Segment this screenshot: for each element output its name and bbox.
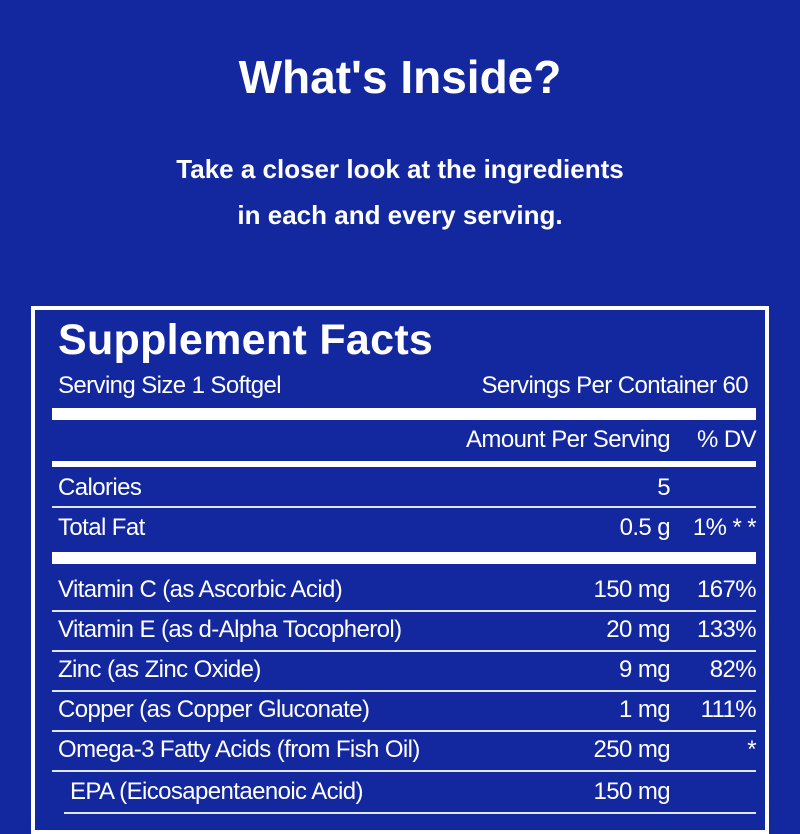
nutrient-name: Vitamin C (as Ascorbic Acid) [58,576,343,603]
nutrient-amount: 1 mg [619,696,671,723]
nutrient-amount: 9 mg [619,656,671,683]
table-row: Vitamin E (as d-Alpha Tocopherol) 20 mg … [52,610,757,652]
page-heading: What's Inside? [238,51,562,103]
table-row: EPA (Eicosapentaenoic Acid) 150 mg [64,772,756,814]
table-row: Omega-3 Fatty Acids (from Fish Oil) 250 … [52,730,757,772]
nutrient-name: Copper (as Copper Gluconate) [58,696,370,723]
nutrient-amount: 150 mg [593,778,671,805]
subheading: Take a closer look at the ingredients in… [0,146,800,238]
nutrient-name: Calories [58,474,142,501]
table-row: Zinc (as Zinc Oxide) 9 mg 82% [52,650,757,692]
nutrient-amount: 150 mg [593,576,671,603]
nutrient-name: EPA (Eicosapentaenoic Acid) [70,778,363,805]
table-row: Calories 5 [52,468,756,508]
servings-per-container: Servings Per Container 60 [481,372,749,399]
thick-divider [52,552,756,564]
table-row: Copper (as Copper Gluconate) 1 mg 111% [52,690,757,732]
nutrient-amount: 250 mg [593,736,671,763]
dv-header: % DV [697,426,757,453]
nutrient-dv: 82% [709,656,757,683]
nutrient-dv: * [747,736,756,763]
table-row: Vitamin C (as Ascorbic Acid) 150 mg 167% [52,570,757,612]
divider [52,461,756,467]
nutrient-dv: 133% [697,616,757,643]
facts-title: Supplement Facts [58,316,434,364]
subheading-line-2: in each and every serving. [237,200,563,230]
amount-header: Amount Per Serving [466,426,671,453]
nutrient-dv: 111% [700,696,757,723]
nutrient-dv: 1% * * [692,514,757,541]
serving-size: Serving Size 1 Softgel [58,372,282,399]
nutrient-name: Omega-3 Fatty Acids (from Fish Oil) [58,736,420,763]
nutrient-dv: 167% [697,576,757,603]
subheading-line-1: Take a closer look at the ingredients [176,154,624,184]
nutrient-name: Total Fat [58,514,145,541]
nutrient-amount: 0.5 g [619,514,671,541]
nutrient-name: Vitamin E (as d-Alpha Tocopherol) [58,616,402,643]
thick-divider [52,408,756,420]
nutrient-amount: 20 mg [606,616,670,643]
nutrient-name: Zinc (as Zinc Oxide) [58,656,261,683]
supplement-facts-panel: Supplement Facts Serving Size 1 Softgel … [31,306,769,834]
nutrient-amount: 5 [657,474,670,501]
table-row: Total Fat 0.5 g 1% * * [52,508,757,546]
